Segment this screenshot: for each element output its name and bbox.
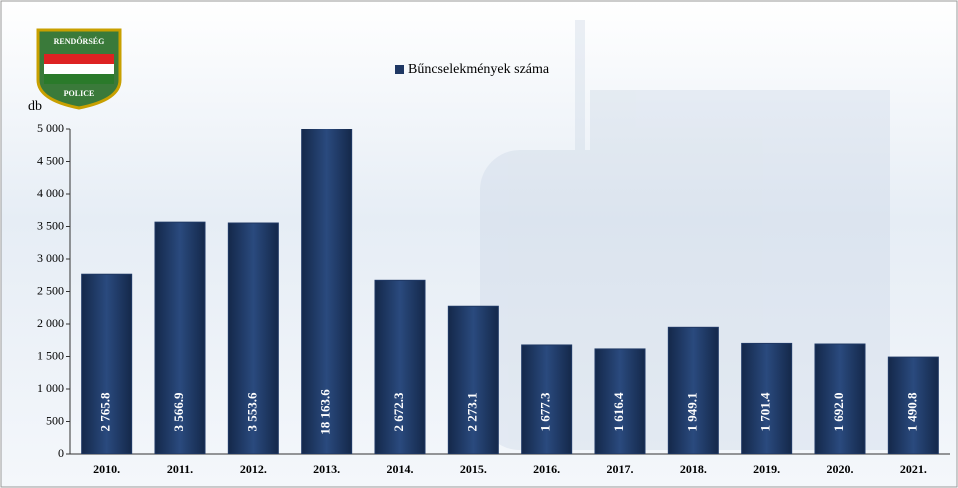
bar: [667, 326, 719, 454]
logo-top-text: RENDŐRSÉG: [54, 36, 105, 46]
x-tick-label: 2013.: [313, 462, 340, 476]
value-label: 2 273.1: [464, 393, 479, 432]
y-tick-label: 2 000: [37, 316, 64, 330]
y-tick-label: 3 500: [37, 218, 64, 232]
value-label: 3 553.6: [244, 392, 259, 432]
x-tick-label: 2012.: [240, 462, 267, 476]
value-label: 1 490.8: [904, 392, 919, 432]
x-tick-label: 2016.: [533, 462, 560, 476]
y-tick-label: 2 500: [37, 283, 64, 297]
x-tick-label: 2018.: [680, 462, 707, 476]
bar: [301, 129, 353, 454]
y-tick-label: 0: [58, 446, 64, 460]
x-tick-label: 2015.: [460, 462, 487, 476]
y-tick-label: 4 000: [37, 186, 64, 200]
bar: [594, 348, 646, 454]
x-tick-label: 2021.: [900, 462, 927, 476]
bar: [227, 222, 279, 454]
bar: [814, 343, 866, 454]
plot-area: [81, 129, 939, 454]
bar: [154, 221, 206, 454]
x-tick-label: 2020.: [827, 462, 854, 476]
bar: [887, 356, 939, 454]
bar: [374, 279, 426, 454]
bar: [521, 344, 573, 454]
value-label: 1 692.0: [831, 393, 846, 432]
value-label: 2 765.8: [98, 392, 113, 432]
bar: [81, 273, 133, 454]
y-tick-label: 3 000: [37, 251, 64, 265]
logo: RENDŐRSÉG POLICE: [36, 28, 122, 110]
legend-swatch: [395, 65, 404, 74]
legend-label: Bűncselekmények száma: [408, 62, 550, 77]
value-label: 18 163.6: [318, 389, 333, 435]
x-tick-label: 2014.: [387, 462, 414, 476]
value-label: 1 701.4: [758, 392, 773, 432]
x-tick-label: 2019.: [753, 462, 780, 476]
y-tick-label: 1 000: [37, 381, 64, 395]
value-label: 2 672.3: [391, 392, 406, 432]
x-tick-label: 2011.: [167, 462, 193, 476]
y-tick-label: 500: [46, 413, 64, 427]
bar: [741, 342, 793, 454]
x-tick-label: 2017.: [607, 462, 634, 476]
y-tick-label: 4 500: [37, 153, 64, 167]
value-label: 1 949.1: [684, 393, 699, 432]
value-label: 1 616.4: [611, 392, 626, 432]
x-tick-label: 2010.: [93, 462, 120, 476]
y-tick-label: 5 000: [37, 121, 64, 135]
y-axis-label: db: [28, 99, 42, 114]
y-tick-label: 1 500: [37, 348, 64, 362]
value-label: 1 677.3: [538, 392, 553, 432]
bar: [447, 305, 499, 454]
value-label: 3 566.9: [171, 392, 186, 432]
logo-bottom-text: POLICE: [64, 89, 95, 98]
